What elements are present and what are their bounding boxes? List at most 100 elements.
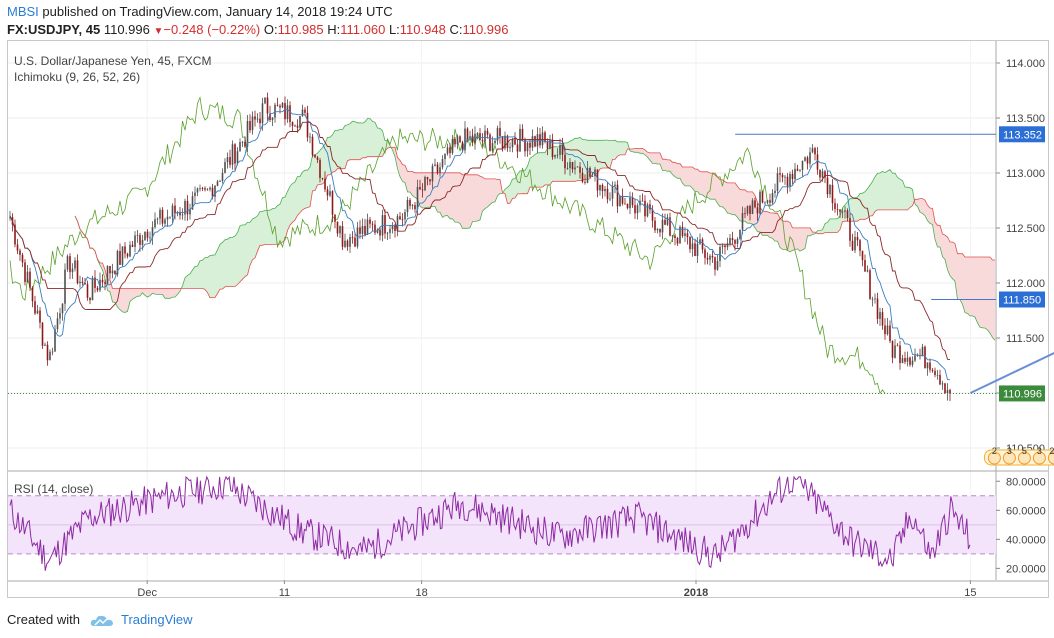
chart-frame[interactable] xyxy=(7,40,1049,598)
level-price-label-bg xyxy=(999,126,1045,143)
kumo-cloud xyxy=(292,182,295,223)
candle-body xyxy=(754,200,756,208)
candle-body xyxy=(686,233,689,238)
kumo-cloud xyxy=(195,266,198,289)
kumo-cloud xyxy=(980,256,983,328)
kumo-cloud xyxy=(930,207,933,225)
kumo-cloud xyxy=(400,160,403,182)
candle-body xyxy=(474,133,476,143)
tenkan-sen-line xyxy=(9,108,951,381)
candle-body xyxy=(741,213,744,230)
kumo-cloud xyxy=(492,178,495,203)
candle-body xyxy=(76,260,79,284)
candle-body xyxy=(54,329,56,352)
economic-event-marker xyxy=(1017,451,1031,465)
candle-body xyxy=(244,141,246,147)
candle-body xyxy=(251,116,254,131)
candle-body xyxy=(756,207,759,214)
kumo-cloud xyxy=(922,198,925,216)
candle-body xyxy=(549,139,551,149)
economic-event-count: 2 xyxy=(992,446,997,456)
kumo-cloud xyxy=(457,172,460,224)
candle-body xyxy=(739,229,741,239)
kumo-cloud xyxy=(420,172,423,209)
candle-body xyxy=(846,210,849,219)
kumo-cloud xyxy=(877,173,880,210)
candle-body xyxy=(181,214,184,216)
kumo-cloud xyxy=(210,255,213,298)
candle-body xyxy=(521,128,524,140)
kumo-cloud xyxy=(605,140,608,168)
candle-body xyxy=(634,205,636,214)
candle-body xyxy=(14,224,16,245)
candle-body xyxy=(476,133,479,134)
kumo-cloud xyxy=(190,269,193,289)
candle-body xyxy=(209,187,211,190)
kumo-cloud xyxy=(765,211,768,236)
candle-body xyxy=(394,225,396,232)
candle-body xyxy=(289,105,291,123)
candle-body xyxy=(749,205,751,214)
candle-body xyxy=(854,236,856,251)
kumo-cloud xyxy=(375,122,378,157)
kumo-cloud xyxy=(200,260,203,289)
kumo-cloud xyxy=(472,174,475,222)
candle-body xyxy=(154,219,156,228)
kumo-cloud xyxy=(495,178,498,202)
tradingview-brand-link[interactable]: TradingView xyxy=(121,612,193,627)
kumo-cloud xyxy=(982,256,985,329)
kumo-cloud xyxy=(237,225,240,285)
kumo-cloud xyxy=(772,212,775,242)
low-value: 110.948 xyxy=(399,22,446,37)
kumo-cloud xyxy=(137,288,140,297)
candle-body xyxy=(114,270,116,275)
candle-body xyxy=(36,310,39,314)
candle-body xyxy=(624,203,626,205)
candle-body xyxy=(669,217,671,236)
candle-body xyxy=(116,251,119,275)
kumo-cloud xyxy=(482,177,485,212)
economic-event-marker xyxy=(1032,451,1046,465)
kumo-cloud xyxy=(862,191,865,220)
candle-body xyxy=(344,240,346,247)
candle-body xyxy=(496,128,499,141)
tradingview-cloud-icon xyxy=(90,615,113,626)
candle-body xyxy=(256,118,259,120)
candle-body xyxy=(574,167,576,170)
kumo-cloud xyxy=(910,187,913,208)
kumo-cloud xyxy=(802,227,805,250)
candle-body xyxy=(621,195,624,204)
economic-event-count: 3 xyxy=(1037,446,1042,456)
candle-body xyxy=(851,240,854,251)
candle-body xyxy=(169,216,171,218)
candle-body xyxy=(879,312,881,319)
candle-body xyxy=(331,191,334,215)
candle-body xyxy=(416,187,419,210)
candle-body xyxy=(706,257,709,260)
kumo-cloud xyxy=(657,152,660,164)
candle-body xyxy=(584,181,586,183)
kumo-cloud xyxy=(987,256,990,334)
candle-body xyxy=(874,298,876,300)
kumo-cloud xyxy=(682,167,685,186)
kumo-cloud xyxy=(275,205,278,245)
kumo-cloud xyxy=(632,148,635,153)
kumo-cloud xyxy=(147,288,150,298)
candle-body xyxy=(629,197,631,209)
kumo-cloud xyxy=(217,244,220,294)
kumo-cloud xyxy=(165,288,168,299)
rsi-legend-label: RSI (14, close) xyxy=(14,482,93,496)
candle-body xyxy=(796,168,799,171)
candle-body xyxy=(441,159,444,168)
candle-body xyxy=(336,221,339,234)
candle-body xyxy=(784,176,786,178)
candle-body xyxy=(469,136,471,139)
candle-body xyxy=(439,167,441,173)
candle-body xyxy=(426,177,429,180)
time-tick-label: 18 xyxy=(415,587,427,599)
candle-body xyxy=(21,254,24,263)
kumo-cloud xyxy=(537,152,540,188)
author-link[interactable]: MBSI xyxy=(7,4,39,19)
kumo-cloud xyxy=(592,140,595,174)
